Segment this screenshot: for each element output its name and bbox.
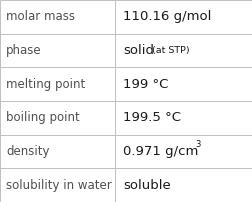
Text: 3: 3 — [195, 140, 201, 149]
Text: melting point: melting point — [6, 78, 85, 91]
Text: (at STP): (at STP) — [152, 46, 190, 55]
Text: solid: solid — [123, 44, 154, 57]
Text: phase: phase — [6, 44, 42, 57]
Text: molar mass: molar mass — [6, 10, 75, 23]
Text: boiling point: boiling point — [6, 111, 80, 124]
Text: density: density — [6, 145, 50, 158]
Text: 199.5 °C: 199.5 °C — [123, 111, 181, 124]
Text: 0.971 g/cm: 0.971 g/cm — [123, 145, 199, 158]
Text: soluble: soluble — [123, 179, 171, 192]
Text: solubility in water: solubility in water — [6, 179, 112, 192]
Text: 110.16 g/mol: 110.16 g/mol — [123, 10, 212, 23]
Text: 199 °C: 199 °C — [123, 78, 169, 91]
